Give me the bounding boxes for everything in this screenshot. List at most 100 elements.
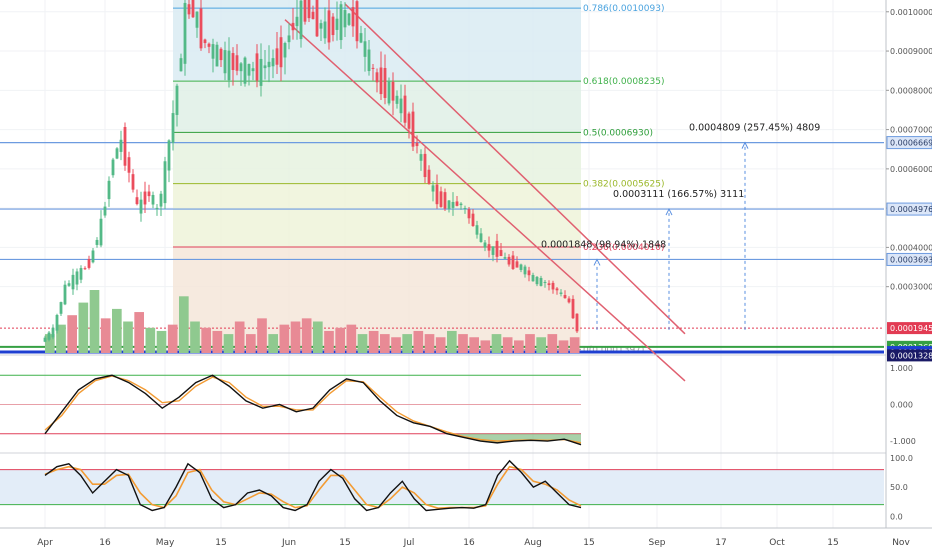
price-tick-label: 0.0008000: [890, 86, 932, 95]
candle-body: [395, 95, 399, 104]
fib-zone: [173, 0, 581, 9]
candle-body: [439, 191, 443, 207]
candle-body: [487, 244, 491, 251]
target-arrow-head: [593, 258, 601, 266]
candle-body: [127, 157, 131, 173]
volume-bar: [167, 324, 178, 353]
fib-zone: [173, 132, 581, 184]
volume-bar: [156, 330, 167, 353]
candle-body: [423, 153, 427, 178]
candle-body: [151, 194, 155, 205]
candle-body: [235, 55, 239, 71]
candle-body: [415, 142, 419, 147]
candle-body: [271, 58, 275, 67]
target-label: 0.0003111 (166.57%) 3111: [613, 189, 744, 200]
candle-body: [455, 201, 459, 206]
candle-body: [467, 209, 471, 219]
candle-body: [239, 63, 243, 72]
time-tick-label: Aug: [524, 538, 542, 548]
candle-body: [159, 193, 163, 207]
candle-body: [307, 0, 311, 19]
price-tick-label: 0.0006000: [890, 165, 932, 174]
candle-body: [67, 283, 71, 286]
candle-body: [279, 37, 283, 68]
time-tick-label: 17: [715, 538, 726, 548]
candle-body: [219, 48, 223, 61]
candle-body: [171, 113, 175, 143]
candle-body: [179, 58, 183, 72]
candle-body: [87, 259, 91, 268]
volume-bar: [335, 327, 345, 353]
volume-bar: [313, 321, 323, 353]
target-arrow-head: [665, 207, 673, 216]
volume-bar: [547, 334, 558, 353]
fib-label: 0.236(0.0004010): [583, 243, 664, 253]
candle-body: [551, 282, 555, 290]
time-tick-label: 15: [215, 538, 226, 548]
candle-body: [259, 58, 263, 86]
candle-body: [559, 292, 563, 294]
candle-body: [519, 264, 523, 270]
candle-body: [135, 197, 139, 205]
volume-bar: [201, 327, 211, 353]
time-tick-label: Apr: [37, 538, 53, 548]
candle-body: [283, 43, 287, 58]
volume-bar: [346, 324, 357, 353]
candle-body: [211, 44, 215, 59]
volume-bar: [413, 330, 424, 353]
volume-bar: [514, 340, 524, 353]
candle-body: [483, 242, 487, 248]
candle-body: [195, 11, 199, 28]
candle-body: [303, 0, 307, 22]
candle-body: [107, 180, 111, 200]
price-tick-label: 0.0009000: [890, 47, 932, 56]
candle-body: [123, 127, 127, 166]
volume-bar: [190, 321, 200, 353]
candle-body: [531, 274, 535, 282]
candle-body: [91, 250, 95, 263]
candle-body: [339, 4, 343, 41]
candle-body: [451, 201, 455, 208]
candle-body: [143, 191, 147, 205]
fib-label: 0.618(0.0008235): [583, 77, 664, 87]
level-badge-label: 0.0006669: [890, 139, 932, 148]
volume-bar: [525, 334, 535, 353]
volume-bar: [458, 334, 468, 353]
volume-bar: [435, 337, 446, 353]
time-tick-label: 15: [339, 538, 350, 548]
volume-bar: [89, 290, 100, 353]
candle-body: [75, 271, 79, 285]
volume-bar: [100, 318, 111, 353]
target-label: 0.0004809 (257.45%) 4809: [689, 123, 820, 134]
volume-bar: [558, 340, 569, 353]
level-badge: [886, 252, 932, 266]
volume-bar: [123, 321, 133, 353]
candle-body: [103, 206, 107, 216]
stoch-tick-label: 0.0: [890, 512, 903, 521]
volume-bar: [145, 327, 156, 353]
candle-body: [203, 39, 207, 44]
candle-body: [95, 239, 99, 245]
candle-body: [191, 0, 195, 18]
candle-body: [391, 81, 395, 101]
candle-body: [407, 113, 411, 129]
candle-body: [475, 225, 479, 235]
candle-body: [479, 233, 483, 242]
volume-bar: [268, 334, 278, 353]
candle-body: [247, 63, 251, 76]
volume-bar: [45, 334, 55, 353]
candle-body: [115, 148, 119, 159]
candle-body: [183, 2, 187, 64]
price-badge: [887, 349, 932, 362]
stoch-d-line: [44, 465, 582, 509]
candle-body: [131, 174, 135, 190]
volume-bar: [424, 334, 435, 353]
candle-body: [535, 276, 539, 285]
time-tick-label: Nov: [892, 538, 910, 548]
candle-body: [463, 207, 467, 209]
channel-lower-line: [284, 19, 686, 382]
volume-bar: [67, 315, 77, 353]
candle-body: [155, 207, 159, 210]
candle-body: [347, 13, 351, 25]
